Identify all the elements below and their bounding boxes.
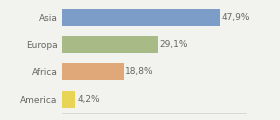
Bar — [62, 91, 76, 108]
Text: 4,2%: 4,2% — [77, 95, 100, 104]
Text: 18,8%: 18,8% — [125, 67, 154, 76]
Bar — [62, 63, 124, 80]
Text: 29,1%: 29,1% — [159, 40, 188, 49]
Bar — [62, 36, 158, 53]
Bar — [62, 9, 220, 26]
Text: 47,9%: 47,9% — [221, 13, 250, 22]
